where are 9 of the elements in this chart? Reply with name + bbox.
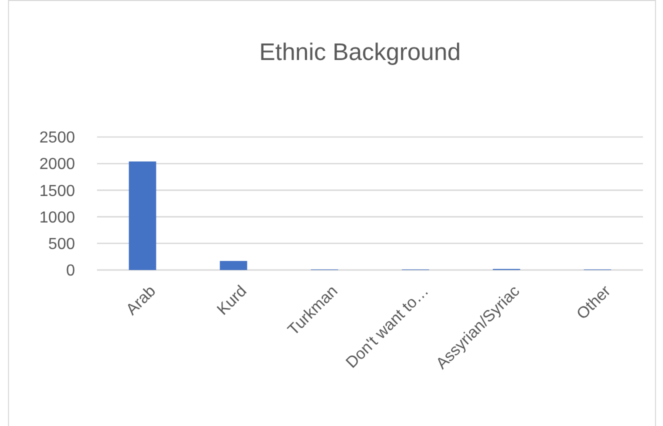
y-tick-label: 2000	[39, 156, 76, 174]
bar	[128, 161, 156, 270]
chart-title: Ethnic Background	[259, 39, 461, 66]
y-tick-label: 0	[66, 262, 76, 280]
y-tick-label: 500	[48, 236, 76, 253]
y-tick-label: 1500	[39, 182, 76, 200]
y-tick-label: 1000	[39, 209, 76, 226]
y-tick-label: 2500	[39, 130, 76, 147]
bar	[220, 260, 248, 270]
